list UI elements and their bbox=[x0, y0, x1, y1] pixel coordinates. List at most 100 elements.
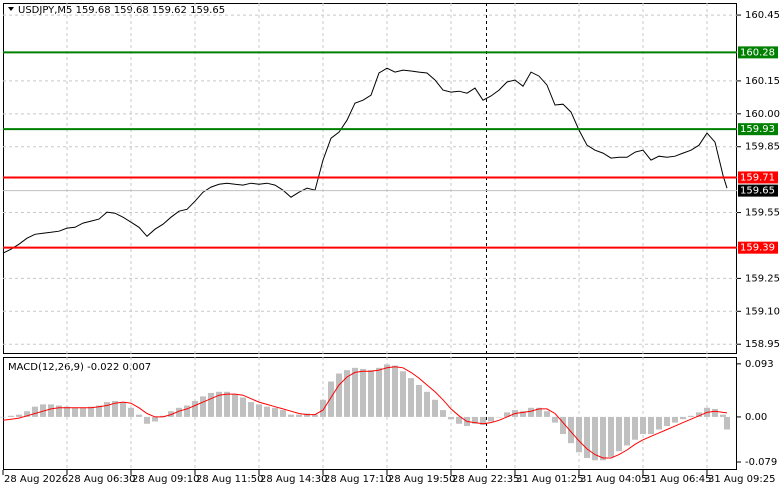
macd-bar bbox=[184, 405, 190, 417]
x-tick-label: 28 Aug 2026 bbox=[4, 474, 68, 485]
x-tick-label: 31 Aug 06:45 bbox=[644, 474, 711, 485]
price-pane-frame bbox=[3, 3, 737, 354]
macd-bar bbox=[16, 414, 22, 417]
y-tick-label: 0.093 bbox=[745, 359, 774, 370]
macd-bar bbox=[648, 416, 654, 435]
y-tick-label: 158.95 bbox=[745, 339, 780, 350]
macd-bar bbox=[216, 391, 222, 417]
macd-bar bbox=[40, 404, 46, 417]
y-tick-label: -0.079 bbox=[745, 457, 777, 468]
price-title: USDJPY,M5 159.68 159.68 159.62 159.65 bbox=[18, 5, 225, 16]
macd-bar bbox=[232, 394, 238, 417]
level-label: 160.28 bbox=[740, 47, 775, 58]
macd-bar bbox=[432, 399, 438, 417]
macd-bar bbox=[424, 391, 430, 417]
macd-bar bbox=[520, 411, 526, 417]
macd-bar bbox=[368, 370, 374, 417]
macd-bar bbox=[112, 400, 118, 417]
level-label: 159.93 bbox=[740, 124, 775, 135]
y-tick-label: 160.00 bbox=[745, 109, 780, 120]
macd-bar bbox=[576, 416, 582, 453]
macd-bar bbox=[344, 370, 350, 417]
level-box bbox=[738, 184, 778, 197]
x-tick-label: 28 Aug 06:30 bbox=[68, 474, 135, 485]
macd-pane-frame bbox=[3, 357, 737, 470]
macd-bar bbox=[360, 368, 366, 417]
macd-bar bbox=[488, 416, 494, 422]
y-tick-label: 159.85 bbox=[745, 142, 780, 153]
macd-bar bbox=[104, 402, 110, 417]
macd-bar bbox=[656, 416, 662, 430]
macd-bar bbox=[200, 396, 206, 417]
macd-bar bbox=[256, 404, 262, 417]
macd-title: MACD(12,26,9) -0.022 0.007 bbox=[8, 362, 151, 373]
x-tick-label: 31 Aug 04:05 bbox=[580, 474, 647, 485]
macd-bar bbox=[680, 416, 686, 420]
x-tick-label: 28 Aug 17:10 bbox=[324, 474, 391, 485]
macd-bar bbox=[144, 416, 150, 424]
macd-bar bbox=[536, 407, 542, 417]
macd-bar bbox=[688, 415, 694, 417]
x-tick-label: 28 Aug 14:30 bbox=[260, 474, 327, 485]
macd-bar bbox=[224, 391, 230, 417]
macd-bar bbox=[176, 407, 182, 417]
collapse-icon bbox=[8, 7, 14, 11]
x-tick-label: 28 Aug 09:10 bbox=[132, 474, 199, 485]
x-tick-label: 28 Aug 19:50 bbox=[388, 474, 455, 485]
macd-bar bbox=[240, 397, 246, 417]
macd-bar bbox=[96, 405, 102, 417]
macd-bar bbox=[264, 406, 270, 417]
macd-bar bbox=[120, 402, 126, 417]
macd-bar bbox=[448, 416, 454, 420]
y-tick-label: 0.00 bbox=[745, 412, 767, 423]
macd-bar bbox=[336, 373, 342, 417]
macd-bar bbox=[408, 378, 414, 417]
macd-bar bbox=[56, 405, 62, 417]
macd-bar bbox=[496, 416, 502, 418]
y-tick-label: 160.15 bbox=[745, 76, 780, 87]
macd-bar bbox=[568, 416, 574, 444]
level-box bbox=[738, 123, 778, 136]
macd-bar bbox=[328, 381, 334, 417]
macd-bar bbox=[72, 407, 78, 417]
macd-bar bbox=[0, 416, 6, 418]
macd-bar bbox=[456, 416, 462, 424]
macd-bar bbox=[392, 365, 398, 417]
macd-bar bbox=[600, 416, 606, 461]
macd-bar bbox=[632, 416, 638, 440]
level-label: 159.65 bbox=[740, 186, 775, 197]
level-box bbox=[738, 171, 778, 184]
x-tick-label: 31 Aug 01:25 bbox=[516, 474, 583, 485]
macd-bar bbox=[560, 416, 566, 435]
x-tick-label: 28 Aug 11:50 bbox=[196, 474, 263, 485]
macd-bar bbox=[312, 414, 318, 417]
macd-bar bbox=[160, 415, 166, 417]
signal-line bbox=[2, 366, 728, 459]
macd-bar bbox=[8, 415, 14, 417]
macd-bar bbox=[248, 402, 254, 417]
x-tick-label: 31 Aug 09:25 bbox=[708, 474, 775, 485]
macd-bar bbox=[136, 414, 142, 417]
macd-bar bbox=[416, 384, 422, 417]
y-tick-label: 160.45 bbox=[745, 10, 780, 21]
macd-bar bbox=[320, 399, 326, 417]
macd-bar bbox=[400, 371, 406, 417]
macd-bar bbox=[616, 416, 622, 452]
x-tick-label: 28 Aug 22:35 bbox=[452, 474, 519, 485]
y-tick-label: 159.55 bbox=[745, 208, 780, 219]
price-line bbox=[2, 67, 728, 254]
macd-bar bbox=[280, 410, 286, 417]
macd-bar bbox=[544, 411, 550, 417]
macd-bar bbox=[288, 414, 294, 417]
macd-bar bbox=[696, 412, 702, 417]
macd-bar bbox=[80, 407, 86, 417]
macd-bar bbox=[272, 407, 278, 417]
macd-bar bbox=[296, 414, 302, 417]
macd-bar bbox=[304, 413, 310, 417]
macd-bar bbox=[472, 416, 478, 424]
macd-bar bbox=[384, 364, 390, 417]
macd-bar bbox=[624, 416, 630, 446]
macd-bar bbox=[664, 416, 670, 427]
